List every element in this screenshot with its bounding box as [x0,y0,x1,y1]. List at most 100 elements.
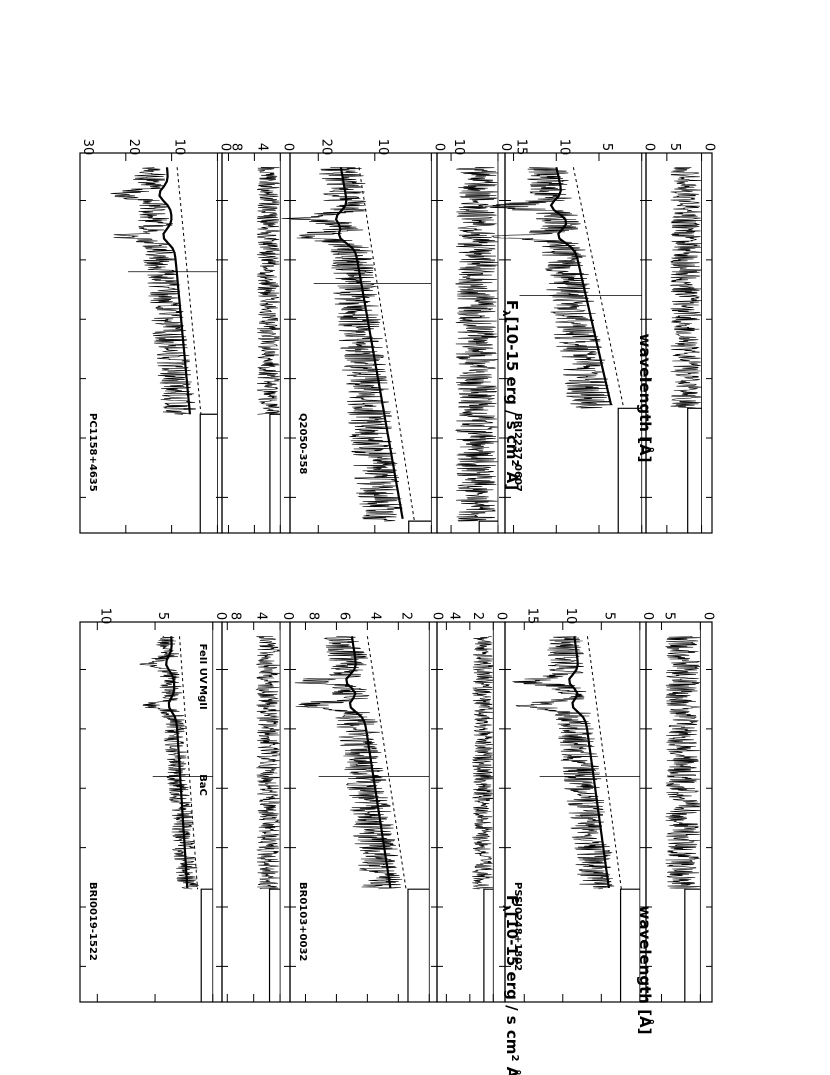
y-tick-label: 6 [336,612,351,620]
y-tick-label: 4 [254,612,269,620]
model-line [158,167,191,415]
mask-step [407,888,430,1002]
y-label-sub: λ [500,905,511,912]
residual-line [256,167,281,415]
y-tick-label: 10 [556,139,571,156]
y-label-sup: 2 [509,459,520,466]
model-line [345,636,392,889]
y-tick-label: 20 [126,139,141,156]
y-tick-label: 0 [280,143,295,151]
y-label-tail: Å] [503,1061,522,1075]
y-tick-label: 20 [318,139,333,156]
y-tick-label: 8 [227,612,242,620]
model-line [165,636,189,889]
y-tick-label: 0 [498,143,513,151]
y-tick-label: 5 [662,612,677,620]
quasar-name: BRI0019-1522 [87,882,98,961]
y-tick-label: 5 [599,143,614,151]
mask-step [617,407,642,533]
y-tick-label: 0 [280,612,295,620]
spectrum-line [281,167,403,522]
y-tick-label: 10 [97,608,112,625]
y-tick-label: 4 [254,143,269,151]
y-tick-label: 0 [700,612,715,620]
y-tick-label: 0 [702,143,717,151]
y-tick-label: 5 [155,612,170,620]
quasar-name: BRI2237-0607 [512,413,523,492]
residual-frame [645,621,713,1003]
quasar-name: PC1158+4635 [87,413,98,492]
residual-frame [436,621,506,1003]
y-tick-label: 0 [213,612,228,620]
continuum-line [179,636,199,890]
continuum-line [366,636,407,890]
y-tick-label: 5 [601,612,616,620]
y-tick-label: 0 [431,143,446,151]
y-tick-label: 10 [375,139,390,156]
residual-mask-step [684,888,701,1002]
mask-step [200,888,213,1002]
residual-frame [221,152,291,534]
residual-mask-step [687,407,702,533]
y-tick-label: 15 [524,608,539,625]
spectrum-line [484,167,613,409]
x-axis-label-left: wavelength [Å] [636,333,655,462]
mask-step [619,888,640,1002]
quasar-name: PSSJ0248+1802 [512,882,523,971]
y-tick-label: 0 [429,612,444,620]
residual-mask-step [269,413,281,533]
spectrum-line [110,167,196,415]
residual-line [255,636,281,890]
y-axis-label-right: Fλ[10-15 erg / s cm2 Å] [500,300,522,490]
panel-PC1158+4635: 0 10 20 30 0 4 8 PC1158+4635 [79,139,295,534]
y-tick-label: 2 [470,612,485,620]
line-annotation: FeII UV [197,644,208,684]
line-annotation: MgII [197,685,208,710]
y-tick-label: 10 [172,139,187,156]
model-line [568,636,610,889]
model-line [334,167,404,520]
residual-mask-step [268,888,281,1002]
y-tick-label: 2 [398,612,413,620]
panel-Q2050-358: 0 10 20 0 10 Q2050-358 [281,139,513,534]
y-tick-label: 15 [514,139,529,156]
residual-mask-step [483,888,494,1002]
y-tick-label: 0 [642,143,657,151]
residual-mask-step [478,520,498,533]
y-label-sub: λ [500,310,511,317]
y-tick-label: 0 [217,143,232,151]
y-label-text: [10-15 erg / s cm [503,316,521,459]
y-label-tail: Å] [503,466,522,490]
residual-frame [645,152,713,534]
y-tick-label: 0 [640,612,655,620]
y-tick-label: 0 [493,612,508,620]
continuum-line [572,167,625,409]
y-label-symbol: F [503,300,521,310]
model-line [549,167,613,406]
spectrum-line [294,636,403,890]
residual-line [455,167,498,522]
y-tick-label: 30 [80,139,95,156]
y-tick-label: 4 [446,612,461,620]
axis-labels-layer: wavelength [Å] wavelength [Å] Fλ[10-15 e… [500,300,655,1075]
y-label-text: [10-15 erg / s cm [503,911,521,1054]
y-tick-label: 5 [667,143,682,151]
y-label-symbol: F [503,895,521,905]
residual-line [665,636,701,890]
y-tick-label: 10 [451,139,466,156]
y-label-sup: 2 [509,1054,520,1061]
main-frame [289,152,438,534]
line-annotation: BaC [197,774,208,796]
quasar-name: BR0103+0032 [297,882,308,961]
continuum-line [586,636,622,890]
y-tick-label: 4 [367,612,382,620]
residual-line [669,167,702,409]
spectrum-line [139,636,199,890]
x-axis-label-right: wavelength [Å] [636,905,655,1034]
